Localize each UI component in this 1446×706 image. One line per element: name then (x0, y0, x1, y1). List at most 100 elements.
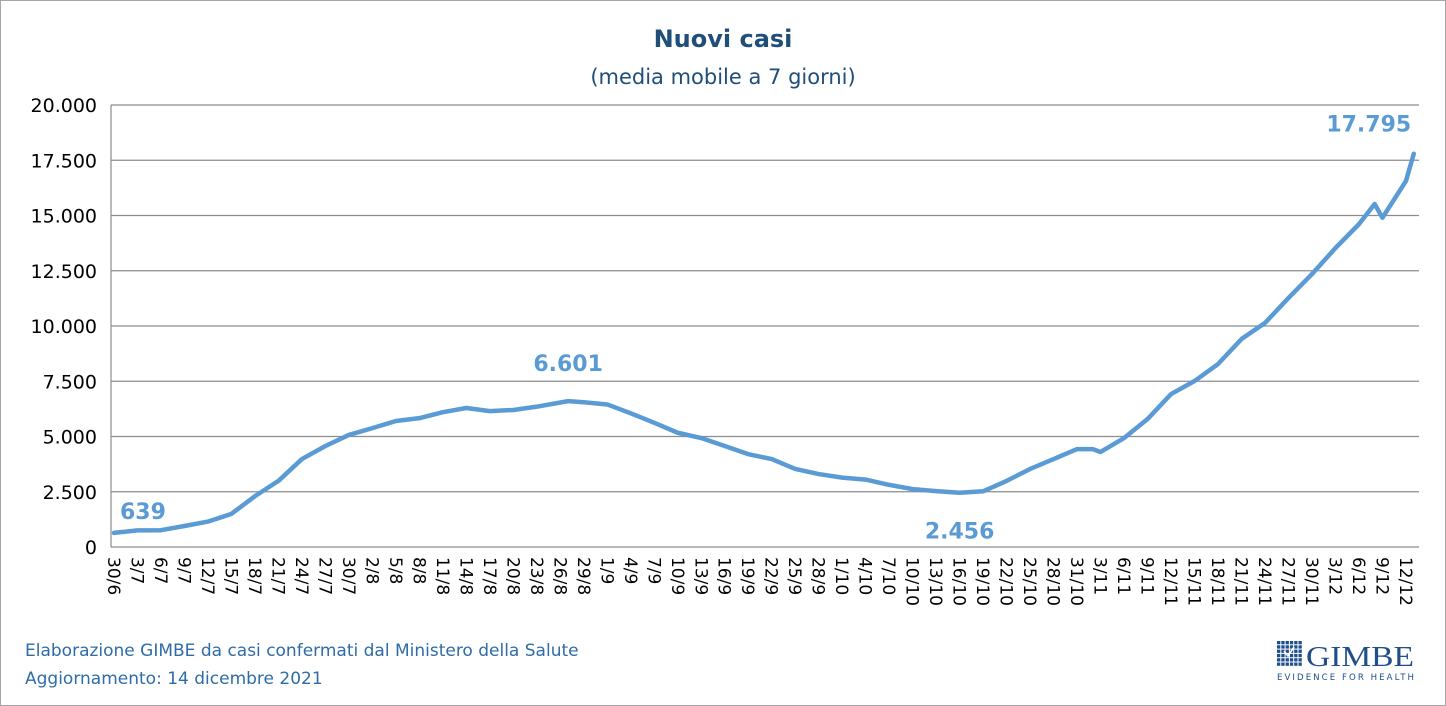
logo-dot (1285, 662, 1289, 666)
x-tick-label: 27/11 (1278, 557, 1298, 606)
x-tick-label: 28/9 (808, 557, 828, 595)
svg-text:EVIDENCE FOR HEALTH: EVIDENCE FOR HEALTH (1277, 673, 1414, 683)
x-tick-label: 9/11 (1137, 557, 1157, 595)
x-tick-label: 9/12 (1371, 557, 1391, 595)
x-tick-label: 25/10 (1019, 557, 1039, 606)
logo-dot (1298, 645, 1302, 649)
x-tick-label: 17/8 (479, 557, 499, 595)
x-tick-label: 3/12 (1324, 557, 1344, 595)
y-tick-label: 10.000 (31, 316, 97, 338)
logo-dot (1294, 658, 1298, 662)
x-tick-label: 10/9 (667, 557, 687, 595)
x-tick-label: 6/12 (1348, 557, 1368, 595)
x-tick-label: 7/10 (878, 557, 898, 595)
x-tick-label: 13/9 (690, 557, 710, 595)
x-tick-label: 31/10 (1066, 557, 1086, 606)
x-tick-label: 19/10 (972, 557, 992, 606)
x-tick-label: 12/12 (1395, 557, 1415, 606)
svg-text:GIMBE: GIMBE (1306, 641, 1414, 673)
logo-dot (1289, 645, 1294, 649)
logo-dot (1289, 653, 1294, 658)
x-tick-label: 10/10 (902, 557, 922, 606)
x-tick-label: 6/7 (150, 557, 170, 584)
y-tick-label: 0 (85, 537, 97, 559)
x-tick-label: 8/8 (408, 557, 428, 584)
data-label: 6.601 (533, 352, 603, 377)
x-tick-label: 21/7 (267, 557, 287, 595)
x-tick-label: 15/11 (1184, 557, 1204, 606)
logo-dot (1298, 653, 1302, 658)
x-tick-label: 9/7 (173, 557, 193, 584)
y-tick-label: 2.500 (43, 482, 97, 504)
data-label: 2.456 (925, 520, 995, 545)
x-tick-label: 26/8 (549, 557, 569, 595)
x-tick-label: 2/8 (361, 557, 381, 584)
logo-dot (1289, 662, 1294, 666)
x-tick-label: 25/9 (784, 557, 804, 595)
gimbe-logo: GIMBE EVIDENCE FOR HEALTH (1277, 641, 1414, 683)
x-tick-label: 22/9 (761, 557, 781, 595)
x-tick-label: 3/11 (1090, 557, 1110, 595)
x-tick-label: 22/10 (996, 557, 1016, 606)
x-tick-label: 19/9 (737, 557, 757, 595)
x-tick-label: 7/9 (643, 557, 663, 584)
logo-dot (1277, 662, 1281, 666)
logo-dot (1285, 641, 1289, 645)
y-tick-label: 17.500 (31, 150, 97, 172)
x-tick-label: 20/8 (502, 557, 522, 595)
x-tick-label: 30/7 (338, 557, 358, 595)
x-tick-label: 18/11 (1207, 557, 1227, 606)
chart-subtitle: (media mobile a 7 giorni) (590, 65, 855, 89)
x-tick-label: 24/7 (291, 557, 311, 595)
logo-dot (1281, 658, 1285, 662)
source-note: Elaborazione GIMBE da casi confermati da… (25, 641, 579, 661)
logo-dot (1281, 662, 1285, 666)
logo-dot (1294, 653, 1298, 658)
x-tick-label: 12/7 (197, 557, 217, 595)
logo-dot (1289, 641, 1294, 645)
x-tick-label: 29/8 (573, 557, 593, 595)
x-tick-label: 18/7 (244, 557, 264, 595)
x-tick-label: 28/10 (1043, 557, 1063, 606)
chart-title: Nuovi casi (654, 25, 793, 53)
x-tick-label: 11/8 (432, 557, 452, 595)
logo-dot (1285, 649, 1289, 653)
y-tick-label: 7.500 (43, 371, 97, 393)
logo-dot (1289, 658, 1294, 662)
logo-dot (1281, 649, 1285, 653)
x-tick-label: 13/10 (925, 557, 945, 606)
logo-dot (1277, 658, 1281, 662)
x-tick-label: 4/9 (620, 557, 640, 584)
data-label: 17.795 (1326, 113, 1411, 138)
x-tick-label: 27/7 (314, 557, 334, 595)
x-tick-label: 23/8 (526, 557, 546, 595)
y-tick-label: 15.000 (31, 206, 97, 228)
logo-dot (1294, 649, 1298, 653)
x-tick-label: 3/7 (126, 557, 146, 584)
logo-dot (1298, 649, 1302, 653)
logo-dot (1285, 658, 1289, 662)
logo-dot (1277, 641, 1281, 645)
x-tick-label: 6/11 (1113, 557, 1133, 595)
x-tick-label: 12/11 (1160, 557, 1180, 606)
logo-dot (1281, 641, 1285, 645)
logo-dot (1277, 649, 1281, 653)
logo-grid-icon (1277, 641, 1302, 666)
x-tick-label: 30/6 (103, 557, 123, 595)
logo-dot (1281, 653, 1285, 658)
series-line (111, 151, 1417, 536)
x-tick-label: 4/10 (855, 557, 875, 595)
x-tick-label: 1/10 (831, 557, 851, 595)
x-tick-label: 1/9 (596, 557, 616, 584)
logo-dot (1294, 645, 1298, 649)
x-tick-label: 24/11 (1254, 557, 1274, 606)
logo-dot (1298, 641, 1302, 645)
update-date: Aggiornamento: 14 dicembre 2021 (25, 669, 323, 689)
y-tick-label: 5.000 (43, 427, 97, 449)
x-tick-label: 16/10 (949, 557, 969, 606)
logo-dot (1277, 645, 1281, 649)
logo-check-mark (1283, 646, 1295, 658)
logo-dot (1281, 645, 1285, 649)
